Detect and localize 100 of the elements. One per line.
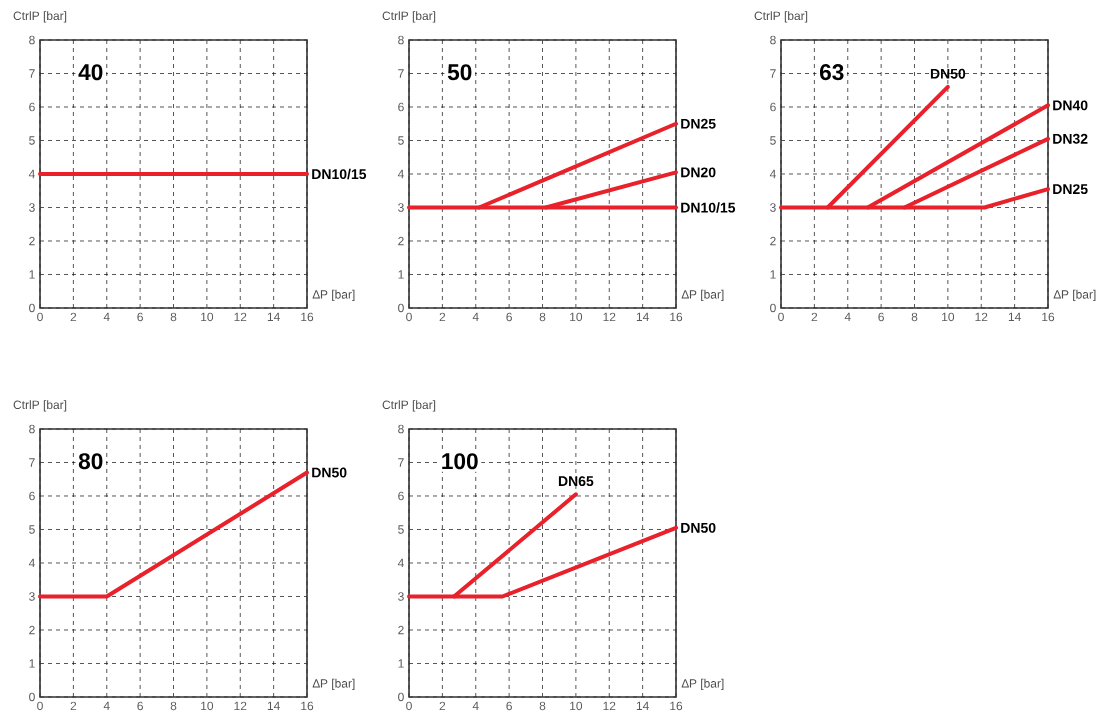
text: 50 [447, 64, 472, 81]
x-tick-label: 16 [1042, 312, 1055, 322]
x-tick-label: 14 [1008, 312, 1021, 321]
y-tick-label: 8 [29, 424, 35, 434]
text: 40 [78, 64, 103, 81]
x-tick-label: 8 [911, 312, 918, 322]
y-tick-label: 5 [29, 525, 35, 534]
y-tick-label: 4 [397, 558, 404, 568]
series-label: DN25 [1053, 184, 1088, 195]
x-tick-label: 0 [406, 312, 412, 322]
y-tick-label: 2 [29, 625, 35, 635]
x-tick-label: 6 [506, 312, 512, 322]
y-tick-label: 1 [398, 659, 404, 668]
y-tick-label: 5 [29, 136, 35, 145]
y-tick-label: 8 [770, 35, 776, 45]
y-tick-label: 7 [29, 458, 35, 467]
x-tick-label: 4 [844, 312, 851, 321]
x-tick-label: 12 [234, 312, 247, 322]
y-tick-label: 2 [770, 236, 776, 246]
x-tick-label: 4 [472, 312, 479, 321]
series-label: DN32 [1053, 133, 1088, 144]
x-tick-label: 2 [70, 312, 77, 322]
series-label: DN65 [558, 476, 594, 487]
x-tick-label: 12 [603, 701, 616, 711]
x-tick-label: 0 [778, 312, 784, 322]
y-tick-label: 1 [770, 270, 776, 279]
y-tick-label: 6 [29, 102, 35, 112]
x-tick-label: 8 [539, 701, 546, 711]
y-tick-label: 5 [770, 136, 776, 145]
y-tick-label: 2 [29, 236, 35, 246]
series-label: DN50 [930, 68, 966, 79]
x-axis-title: ∆P [bar] [681, 678, 724, 691]
x-tick-label: 14 [636, 312, 649, 321]
y-tick-label: 4 [397, 169, 404, 179]
x-tick-label: 8 [539, 312, 546, 322]
y-tick-label: 3 [770, 203, 776, 212]
x-tick-label: 12 [975, 312, 988, 322]
y-tick-label: 8 [398, 424, 404, 434]
y-tick-label: 3 [29, 592, 35, 601]
y-tick-label: 0 [29, 692, 35, 702]
x-tick-label: 14 [267, 312, 280, 321]
x-tick-label: 6 [137, 312, 143, 322]
x-tick-label: 2 [811, 312, 818, 322]
x-axis-title: ∆P [bar] [312, 289, 355, 302]
y-tick-label: 7 [398, 458, 404, 467]
y-tick-label: 8 [29, 35, 35, 45]
x-tick-label: 6 [878, 312, 884, 322]
x-tick-label: 4 [103, 701, 110, 710]
y-tick-label: 6 [770, 102, 776, 112]
x-tick-label: 12 [603, 312, 616, 322]
y-tick-label: 1 [29, 659, 35, 668]
x-tick-label: 16 [670, 312, 683, 322]
y-tick-label: 3 [398, 203, 404, 212]
x-tick-label: 2 [439, 701, 446, 711]
y-axis-title: CtrlP [bar] [382, 400, 436, 412]
x-tick-label: 4 [103, 312, 110, 321]
y-tick-label: 7 [398, 69, 404, 78]
x-tick-label: 0 [37, 312, 43, 322]
y-tick-label: 7 [29, 69, 35, 78]
y-tick-label: 4 [769, 169, 776, 179]
series-label: DN40 [1053, 100, 1088, 111]
series-label: DN20 [681, 167, 716, 178]
series-label: DN10/15 [681, 202, 736, 213]
y-tick-label: 6 [398, 491, 404, 501]
series-label: DN25 [681, 118, 716, 129]
y-tick-label: 5 [398, 136, 404, 145]
y-tick-label: 1 [398, 270, 404, 279]
y-tick-label: 3 [29, 203, 35, 212]
x-tick-label: 0 [406, 701, 412, 711]
x-tick-label: 16 [301, 701, 314, 711]
x-tick-label: 12 [234, 701, 247, 711]
x-tick-label: 10 [570, 701, 583, 711]
y-axis-title: CtrlP [bar] [382, 11, 436, 23]
y-tick-label: 4 [28, 558, 35, 568]
text: 63 [819, 64, 844, 81]
x-tick-label: 2 [70, 701, 77, 711]
y-tick-label: 5 [398, 525, 404, 534]
x-tick-label: 10 [570, 312, 583, 322]
y-tick-label: 2 [398, 625, 404, 635]
x-tick-label: 6 [137, 701, 143, 711]
text: 80 [78, 453, 103, 470]
x-tick-label: 4 [472, 701, 479, 710]
y-axis-title: CtrlP [bar] [13, 11, 67, 23]
x-tick-label: 14 [267, 701, 280, 710]
y-tick-label: 6 [29, 491, 35, 501]
x-tick-label: 10 [201, 312, 214, 322]
x-tick-label: 8 [170, 312, 177, 322]
series-label: DN50 [312, 467, 347, 478]
y-tick-label: 3 [398, 592, 404, 601]
x-tick-label: 14 [636, 701, 649, 710]
x-axis-title: ∆P [bar] [312, 678, 355, 691]
y-tick-label: 7 [770, 69, 776, 78]
x-tick-label: 2 [439, 312, 446, 322]
x-tick-label: 10 [942, 312, 955, 322]
y-tick-label: 0 [770, 303, 776, 313]
x-tick-label: 8 [170, 701, 177, 711]
y-axis-title: CtrlP [bar] [13, 400, 67, 412]
y-axis-title: CtrlP [bar] [754, 11, 808, 23]
series-label: DN10/15 [312, 168, 367, 180]
x-tick-label: 6 [506, 701, 512, 711]
